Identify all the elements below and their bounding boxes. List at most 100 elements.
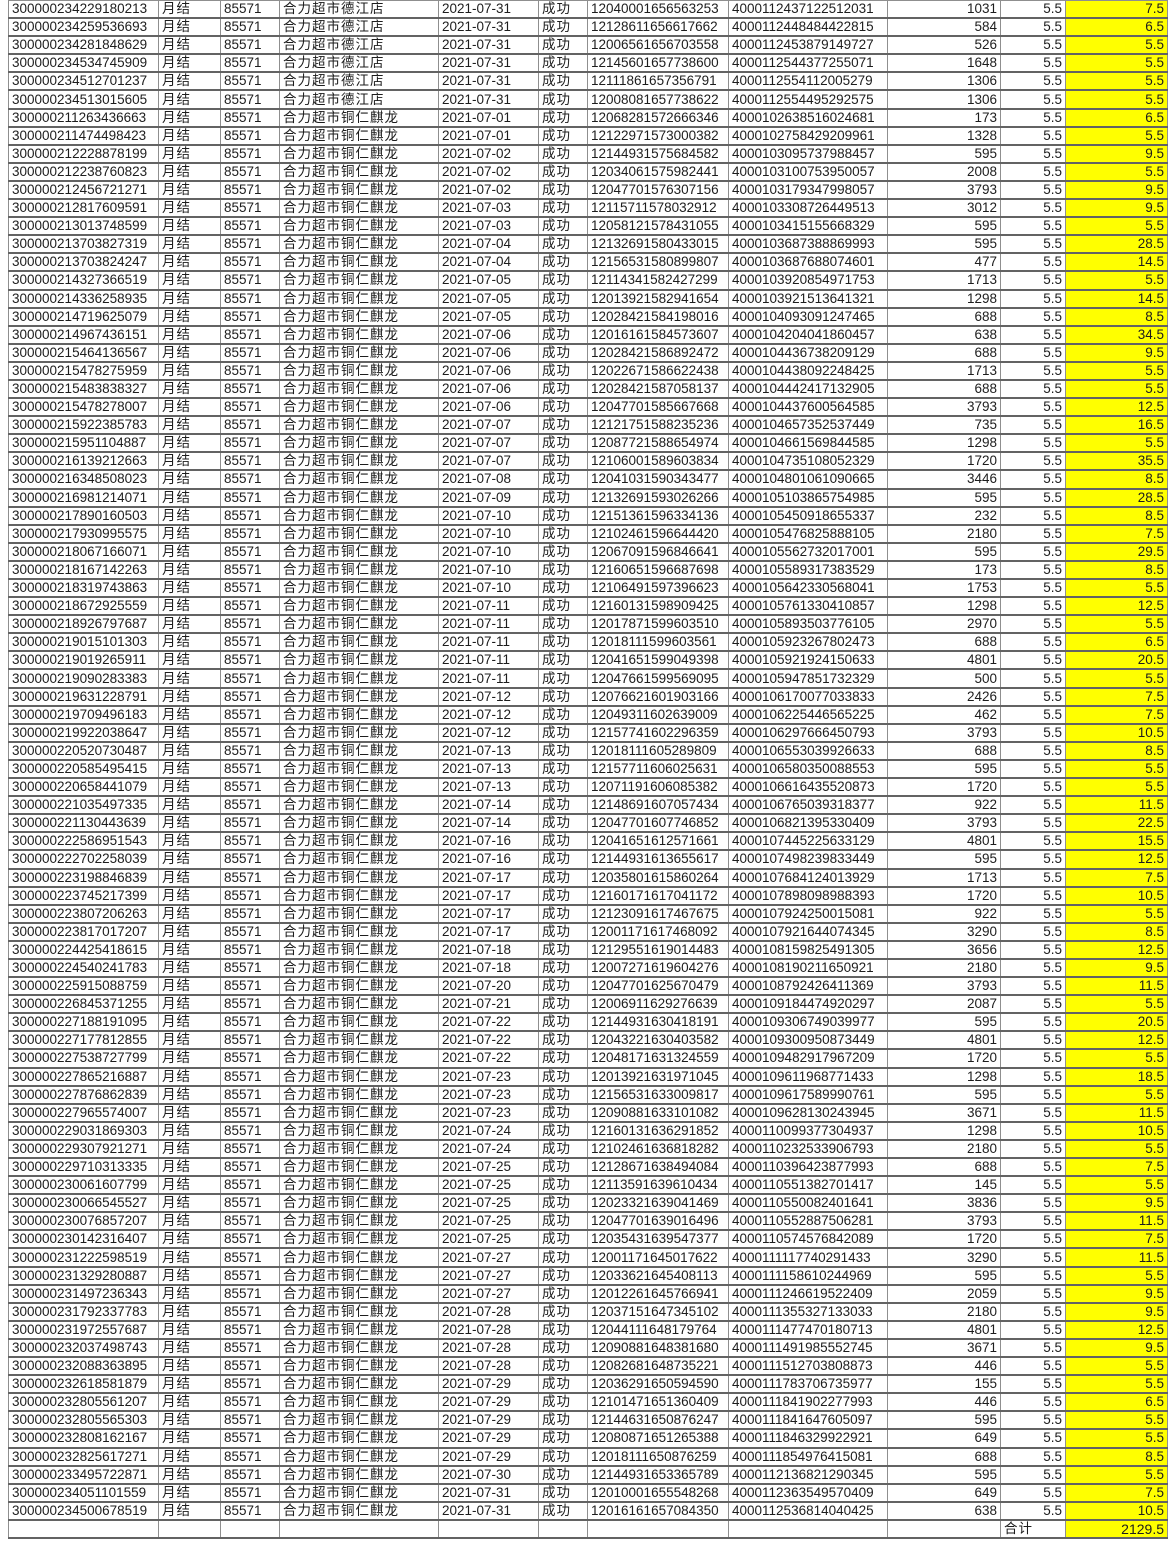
- cell-settlement_type[interactable]: 月结: [158, 868, 221, 888]
- cell-store_name[interactable]: 合力超市铜仁麒龙: [279, 886, 439, 906]
- cell-merchant_id[interactable]: 85571: [220, 1067, 280, 1087]
- cell-fee[interactable]: 5.5: [1000, 814, 1066, 834]
- cell-store_name[interactable]: 合力超市铜仁麒龙: [279, 1338, 439, 1359]
- cell-status[interactable]: 成功: [538, 1447, 588, 1467]
- cell-order_id[interactable]: 300000212238760823: [8, 162, 159, 182]
- cell-settle_date[interactable]: 2021-07-29: [438, 1393, 539, 1413]
- cell-fee[interactable]: 5.5: [1000, 922, 1066, 942]
- cell-order_id[interactable]: 300000227177812855: [8, 1031, 159, 1051]
- cell-order_id[interactable]: 300000224540241783: [8, 958, 159, 979]
- cell-fee[interactable]: 5.5: [1000, 180, 1066, 201]
- cell-merchant_id[interactable]: 85571: [220, 1483, 280, 1503]
- cell-store_name[interactable]: 合力超市铜仁麒龙: [279, 379, 439, 400]
- cell-amount[interactable]: 173: [887, 560, 1001, 581]
- cell-fee[interactable]: 5.5: [1000, 524, 1066, 544]
- cell-settle_date[interactable]: 2021-07-02: [438, 144, 539, 164]
- cell-trade_no[interactable]: 12010001655548268: [587, 1483, 729, 1503]
- cell-store_name[interactable]: 合力超市铜仁麒龙: [279, 1429, 439, 1449]
- cell-trade_no[interactable]: 12013921631971045: [587, 1067, 729, 1087]
- cell-merchant_id[interactable]: 85571: [220, 669, 280, 689]
- cell-reference_no[interactable]: 4000111783706735977: [728, 1375, 888, 1395]
- cell-charge[interactable]: 12.5: [1065, 850, 1168, 870]
- cell-trade_no[interactable]: 12016161584573607: [587, 325, 729, 345]
- cell-amount[interactable]: 1720: [887, 778, 1001, 798]
- cell-trade_no[interactable]: 12106491597396623: [587, 579, 729, 599]
- cell-amount[interactable]: 595: [887, 850, 1001, 870]
- cell-settle_date[interactable]: 2021-07-14: [438, 796, 539, 816]
- cell-store_name[interactable]: 合力超市铜仁麒龙: [279, 796, 439, 816]
- cell-reference_no[interactable]: 4000109300950873449: [728, 1031, 888, 1051]
- cell-settle_date[interactable]: 2021-07-18: [438, 958, 539, 979]
- cell-merchant_id[interactable]: 85571: [220, 796, 280, 816]
- cell-settle_date[interactable]: 2021-07-11: [438, 615, 539, 635]
- cell-fee[interactable]: 5.5: [1000, 36, 1066, 56]
- cell-store_name[interactable]: 合力超市铜仁麒龙: [279, 452, 439, 472]
- cell-fee[interactable]: 5.5: [1000, 1103, 1066, 1123]
- cell-reference_no[interactable]: 4000103687688074601: [728, 253, 888, 273]
- cell-settlement_type[interactable]: 月结: [158, 560, 221, 581]
- cell-merchant_id[interactable]: 85571: [220, 36, 280, 56]
- cell-order_id[interactable]: 300000234281848629: [8, 36, 159, 56]
- cell-settlement_type[interactable]: 月结: [158, 1429, 221, 1449]
- cell-merchant_id[interactable]: 85571: [220, 1085, 280, 1105]
- cell-merchant_id[interactable]: 85571: [220, 325, 280, 345]
- cell-order_id[interactable]: 300000224425418615: [8, 940, 159, 960]
- cell-trade_no[interactable]: 12144931653365789: [587, 1465, 729, 1485]
- cell-settle_date[interactable]: 2021-07-10: [438, 524, 539, 544]
- cell-reference_no[interactable]: 4000109184474920297: [728, 995, 888, 1015]
- cell-charge[interactable]: 5.5: [1065, 1411, 1168, 1431]
- cell-amount[interactable]: 595: [887, 217, 1001, 237]
- cell-charge[interactable]: 10.5: [1065, 886, 1168, 906]
- cell-trade_no[interactable]: 12041651599049398: [587, 651, 729, 671]
- cell-charge[interactable]: 9.5: [1065, 1284, 1168, 1304]
- cell-status[interactable]: 成功: [538, 434, 588, 454]
- cell-reference_no[interactable]: 4000108190211650921: [728, 958, 888, 979]
- cell-empty[interactable]: [279, 1519, 439, 1539]
- cell-charge[interactable]: 5.5: [1065, 669, 1168, 689]
- cell-merchant_id[interactable]: 85571: [220, 615, 280, 635]
- cell-store_name[interactable]: 合力超市铜仁麒龙: [279, 542, 439, 562]
- cell-fee[interactable]: 5.5: [1000, 307, 1066, 327]
- cell-trade_no[interactable]: 12043221630403582: [587, 1031, 729, 1051]
- cell-charge[interactable]: 5.5: [1065, 904, 1168, 924]
- cell-reference_no[interactable]: 4000103100753950057: [728, 162, 888, 182]
- cell-trade_no[interactable]: 12008081657738622: [587, 90, 729, 110]
- cell-charge[interactable]: 7.5: [1065, 524, 1168, 544]
- cell-status[interactable]: 成功: [538, 72, 588, 92]
- cell-settle_date[interactable]: 2021-07-05: [438, 289, 539, 309]
- cell-order_id[interactable]: 300000229031869303: [8, 1121, 159, 1141]
- cell-store_name[interactable]: 合力超市铜仁麒龙: [279, 488, 439, 508]
- cell-amount[interactable]: 462: [887, 705, 1001, 725]
- cell-settlement_type[interactable]: 月结: [158, 705, 221, 725]
- cell-order_id[interactable]: 300000216348508023: [8, 470, 159, 490]
- cell-charge[interactable]: 8.5: [1065, 741, 1168, 761]
- cell-settlement_type[interactable]: 月结: [158, 1483, 221, 1503]
- cell-merchant_id[interactable]: 85571: [220, 1049, 280, 1069]
- cell-fee[interactable]: 5.5: [1000, 1483, 1066, 1503]
- cell-store_name[interactable]: 合力超市铜仁麒龙: [279, 1357, 439, 1377]
- cell-merchant_id[interactable]: 85571: [220, 1411, 280, 1431]
- cell-settlement_type[interactable]: 月结: [158, 814, 221, 834]
- cell-fee[interactable]: 5.5: [1000, 633, 1066, 653]
- cell-amount[interactable]: 688: [887, 741, 1001, 761]
- cell-fee[interactable]: 5.5: [1000, 1194, 1066, 1214]
- cell-status[interactable]: 成功: [538, 597, 588, 617]
- cell-trade_no[interactable]: 12102461596644420: [587, 524, 729, 544]
- cell-order_id[interactable]: 300000231222598519: [8, 1248, 159, 1268]
- cell-trade_no[interactable]: 12122971573000382: [587, 126, 729, 146]
- cell-settle_date[interactable]: 2021-07-31: [438, 36, 539, 56]
- cell-fee[interactable]: 5.5: [1000, 1031, 1066, 1051]
- cell-status[interactable]: 成功: [538, 796, 588, 816]
- cell-merchant_id[interactable]: 85571: [220, 72, 280, 92]
- cell-store_name[interactable]: 合力超市铜仁麒龙: [279, 1031, 439, 1051]
- cell-trade_no[interactable]: 12082681648735221: [587, 1357, 729, 1377]
- cell-reference_no[interactable]: 4000109306749039977: [728, 1013, 888, 1033]
- cell-merchant_id[interactable]: 85571: [220, 1031, 280, 1051]
- cell-fee[interactable]: 5.5: [1000, 1320, 1066, 1340]
- cell-trade_no[interactable]: 12001171617468092: [587, 922, 729, 942]
- cell-settlement_type[interactable]: 月结: [158, 180, 221, 201]
- cell-charge[interactable]: 11.5: [1065, 1212, 1168, 1232]
- cell-settlement_type[interactable]: 月结: [158, 651, 221, 671]
- cell-charge[interactable]: 9.5: [1065, 958, 1168, 979]
- cell-settle_date[interactable]: 2021-07-11: [438, 669, 539, 689]
